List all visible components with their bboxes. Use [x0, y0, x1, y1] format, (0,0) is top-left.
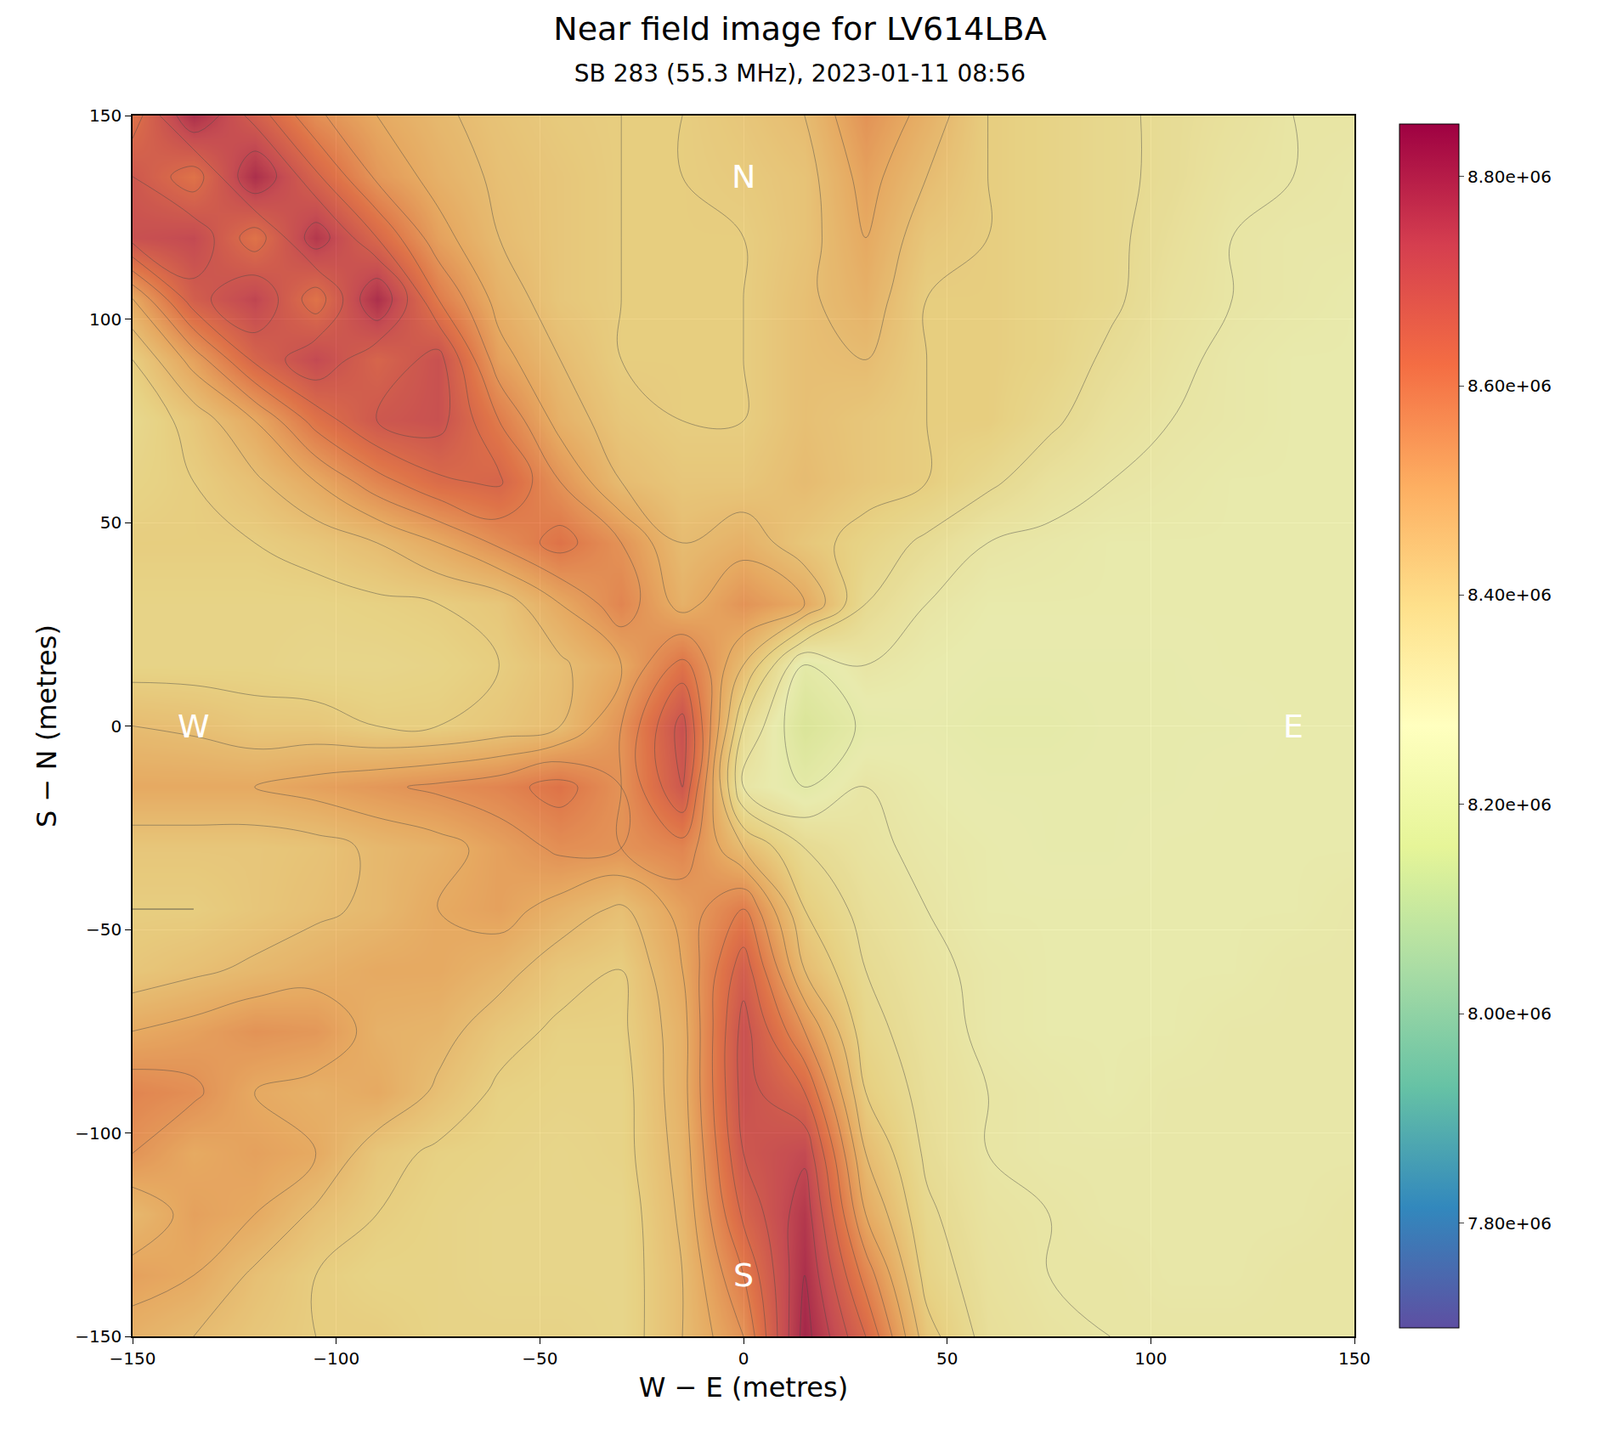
svg-text:E: E: [1283, 707, 1304, 746]
svg-text:−100: −100: [74, 1123, 122, 1144]
svg-text:50: 50: [936, 1348, 958, 1369]
svg-text:Near field image for LV614LBAS: Near field image for LV614LBASB 283 (55.…: [553, 10, 1046, 88]
svg-text:−150: −150: [74, 1326, 122, 1347]
svg-text:8.20e+06: 8.20e+06: [1467, 794, 1552, 815]
svg-text:−150: −150: [109, 1348, 157, 1369]
svg-text:100: 100: [89, 309, 122, 330]
svg-text:−100: −100: [312, 1348, 360, 1369]
svg-text:8.00e+06: 8.00e+06: [1467, 1003, 1552, 1024]
svg-text:150: 150: [1338, 1348, 1371, 1369]
svg-text:100: 100: [1134, 1348, 1167, 1369]
svg-text:8.60e+06: 8.60e+06: [1467, 375, 1552, 396]
svg-text:0: 0: [111, 716, 123, 737]
svg-text:150: 150: [89, 105, 122, 126]
svg-text:S: S: [733, 1256, 754, 1295]
svg-text:S − N (metres): S − N (metres): [30, 624, 63, 828]
svg-text:N: N: [731, 158, 756, 196]
svg-text:W − E (metres): W − E (metres): [638, 1371, 849, 1404]
svg-text:−50: −50: [521, 1348, 558, 1369]
svg-text:7.80e+06: 7.80e+06: [1467, 1213, 1552, 1234]
svg-text:8.40e+06: 8.40e+06: [1467, 584, 1552, 605]
svg-text:W: W: [177, 707, 210, 746]
svg-text:8.80e+06: 8.80e+06: [1467, 166, 1552, 187]
svg-text:50: 50: [100, 512, 122, 533]
svg-text:−50: −50: [85, 919, 122, 940]
svg-text:0: 0: [738, 1348, 750, 1369]
